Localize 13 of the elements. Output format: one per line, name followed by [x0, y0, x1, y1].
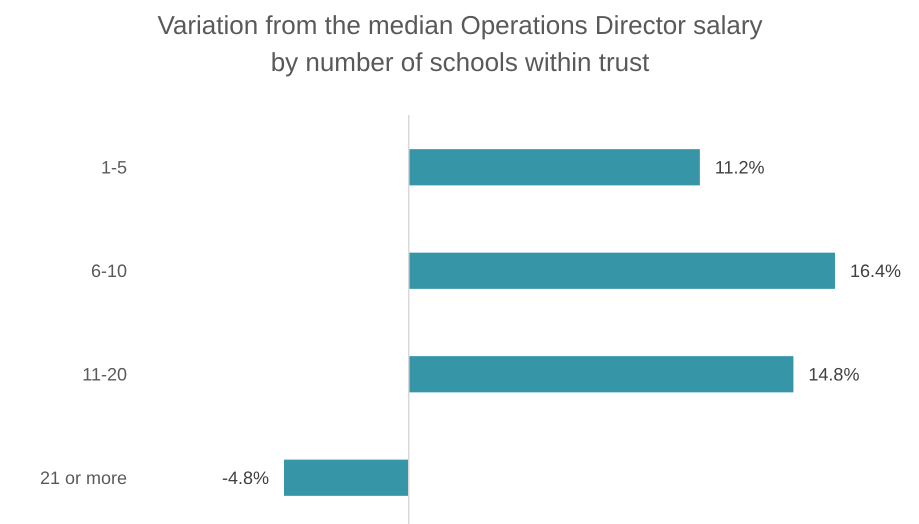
- data-label: 11.2%: [714, 158, 765, 178]
- y-tick-label: 11-20: [82, 364, 127, 385]
- data-label: 16.4%: [850, 261, 902, 282]
- bar: [408, 252, 835, 289]
- bar: [284, 460, 409, 496]
- data-label: 14.8%: [808, 364, 860, 385]
- y-tick-label: 6-10: [90, 261, 127, 282]
- chart-title: Variation from the median Operations Director salary by number of schools within trust: [158, 10, 762, 77]
- data-label: -4.8%: [222, 468, 269, 488]
- y-tick-label: 1-5: [100, 158, 127, 178]
- bar: [408, 149, 700, 186]
- bar: [408, 356, 794, 392]
- y-tick-label: 21 or more: [40, 468, 127, 488]
